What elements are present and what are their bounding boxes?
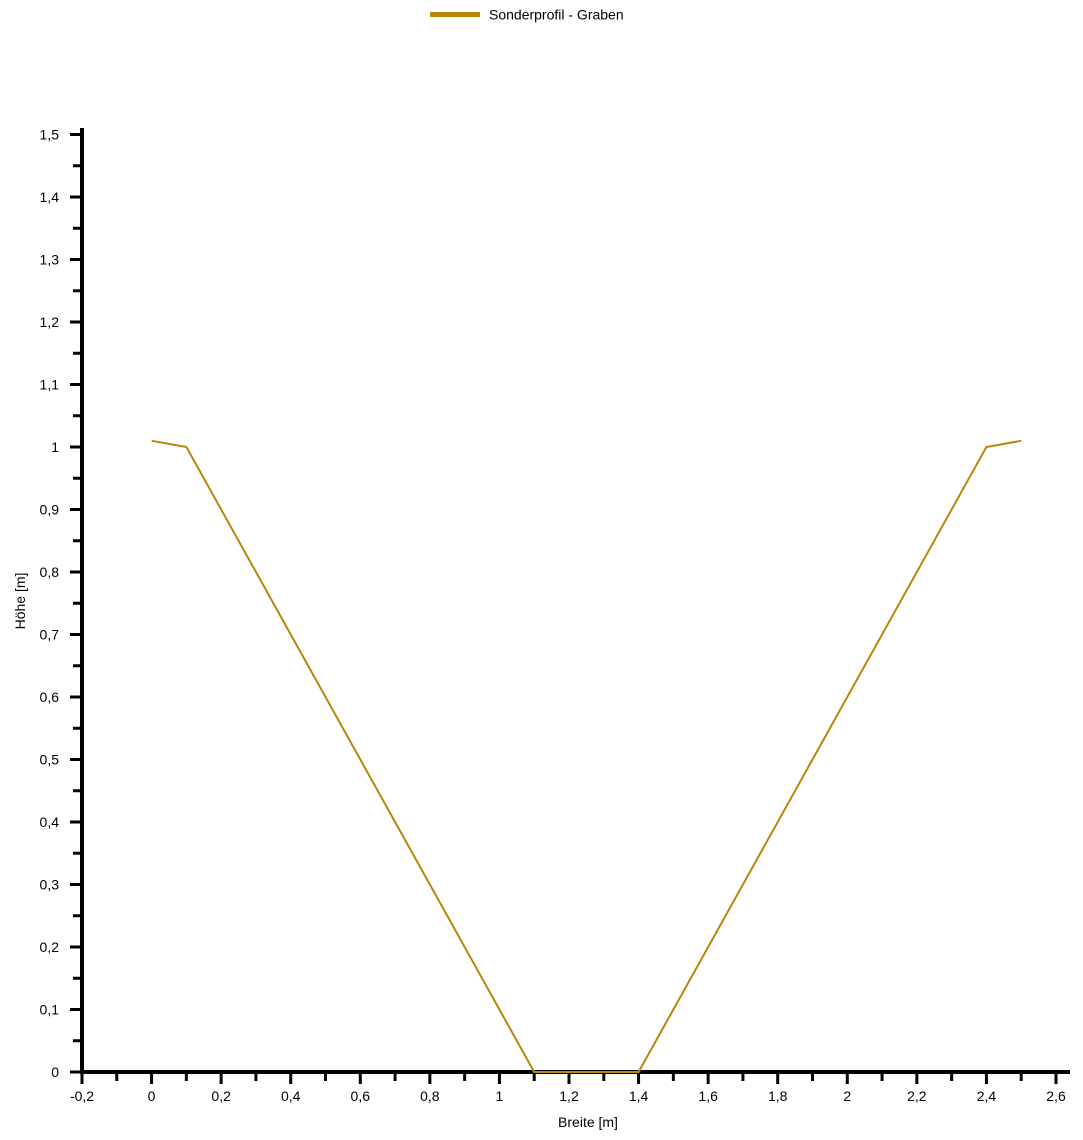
y-tick-label: 0,2 [40,939,60,955]
y-tick-label: 0,4 [40,814,60,830]
y-tick-label: 0 [51,1064,59,1080]
x-tick-label: 0,4 [281,1088,301,1104]
y-tick-label: 1,1 [40,377,60,393]
legend-label: Sonderprofil - Graben [489,7,624,23]
y-tick-label: 0,1 [40,1002,60,1018]
x-tick-label: -0,2 [70,1088,94,1104]
x-tick-label: 0,2 [211,1088,231,1104]
legend-swatch [430,12,480,17]
x-tick-label: 1,2 [559,1088,579,1104]
y-tick-label: 0,6 [40,689,60,705]
x-tick-label: 0 [148,1088,156,1104]
x-tick-label: 2,4 [977,1088,997,1104]
x-tick-label: 1 [496,1088,504,1104]
y-tick-label: 1,5 [40,127,60,143]
x-tick-label: 2,2 [907,1088,927,1104]
y-tick-label: 0,5 [40,752,60,768]
x-tick-label: 1,6 [698,1088,718,1104]
series-line [151,439,1022,1073]
y-tick-label: 0,7 [40,627,60,643]
y-tick-label: 1,3 [40,252,60,268]
plot-area [151,439,1022,1073]
y-tick-label: 1 [51,439,59,455]
x-tick-label: 0,8 [420,1088,440,1104]
y-tick-label: 0,8 [40,564,60,580]
y-axis-title: Höhe [m] [12,573,28,630]
x-tick-label: 2,6 [1046,1088,1066,1104]
x-tick-label: 0,6 [351,1088,371,1104]
legend: Sonderprofil - Graben [430,7,624,23]
x-axis-title: Breite [m] [558,1114,618,1130]
x-tick-label: 1,4 [629,1088,649,1104]
y-tick-label: 0,9 [40,502,60,518]
axes: -0,2 0 0,2 0,4 0,6 0,8 1 1,2 1,4 1,6 1,8 2 2,2 2,4 2,6… [40,127,1070,1104]
y-tick-label: 1,4 [40,189,60,205]
y-tick-label: 1,2 [40,314,60,330]
x-tick-label: 2 [843,1088,851,1104]
x-tick-label: 1,8 [768,1088,788,1104]
y-tick-label: 0,3 [40,877,60,893]
